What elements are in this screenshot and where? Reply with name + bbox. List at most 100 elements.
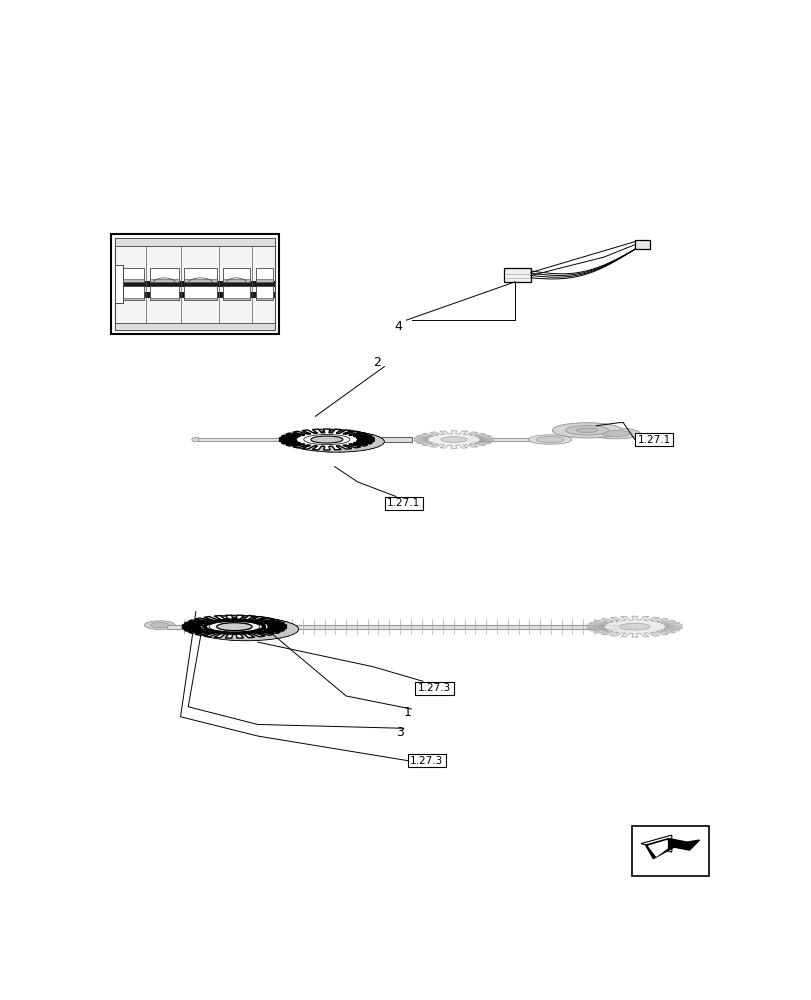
Polygon shape bbox=[351, 431, 366, 433]
Polygon shape bbox=[329, 450, 345, 452]
Bar bbox=[184, 298, 217, 300]
Polygon shape bbox=[280, 631, 294, 635]
Ellipse shape bbox=[217, 623, 251, 631]
Bar bbox=[184, 279, 217, 282]
Polygon shape bbox=[273, 633, 289, 637]
Polygon shape bbox=[254, 637, 272, 640]
Polygon shape bbox=[220, 615, 238, 618]
Polygon shape bbox=[231, 615, 249, 618]
Ellipse shape bbox=[311, 436, 342, 443]
Text: 4: 4 bbox=[394, 320, 402, 333]
Polygon shape bbox=[360, 432, 374, 435]
Ellipse shape bbox=[528, 435, 571, 444]
Polygon shape bbox=[273, 619, 289, 623]
Bar bbox=[122, 279, 144, 282]
Polygon shape bbox=[286, 626, 298, 630]
Ellipse shape bbox=[194, 618, 298, 641]
Polygon shape bbox=[231, 638, 249, 641]
Ellipse shape bbox=[551, 423, 621, 438]
Polygon shape bbox=[367, 444, 380, 447]
Bar bbox=[222, 298, 250, 300]
Ellipse shape bbox=[576, 428, 597, 433]
Bar bbox=[631, 826, 708, 876]
Polygon shape bbox=[341, 430, 356, 432]
Polygon shape bbox=[645, 839, 698, 859]
Bar bbox=[504, 268, 530, 282]
Polygon shape bbox=[360, 446, 374, 449]
Ellipse shape bbox=[564, 426, 608, 435]
Polygon shape bbox=[318, 429, 333, 431]
Polygon shape bbox=[220, 638, 238, 641]
Polygon shape bbox=[341, 449, 356, 452]
Bar bbox=[122, 286, 144, 300]
Bar bbox=[415, 682, 453, 695]
Polygon shape bbox=[351, 448, 366, 451]
Ellipse shape bbox=[289, 431, 384, 452]
Polygon shape bbox=[279, 429, 374, 450]
Bar bbox=[122, 298, 144, 300]
Polygon shape bbox=[414, 431, 493, 448]
Bar bbox=[122, 268, 144, 282]
Bar bbox=[255, 268, 272, 282]
Polygon shape bbox=[182, 615, 286, 638]
Bar bbox=[222, 268, 250, 282]
Bar bbox=[634, 240, 650, 249]
Polygon shape bbox=[285, 629, 298, 632]
Polygon shape bbox=[242, 615, 261, 618]
Bar bbox=[115, 323, 275, 330]
Bar bbox=[115, 238, 275, 246]
Text: 1.27.1: 1.27.1 bbox=[637, 435, 670, 445]
Text: 1.27.3: 1.27.3 bbox=[418, 683, 451, 693]
Bar bbox=[149, 298, 178, 300]
Ellipse shape bbox=[150, 623, 169, 628]
Text: 1: 1 bbox=[403, 706, 411, 719]
Polygon shape bbox=[357, 437, 411, 442]
Text: 2: 2 bbox=[372, 356, 380, 369]
Text: 1.27.1: 1.27.1 bbox=[387, 498, 420, 508]
Bar bbox=[115, 281, 275, 287]
Ellipse shape bbox=[535, 437, 564, 443]
Ellipse shape bbox=[619, 623, 650, 630]
Text: 3: 3 bbox=[396, 726, 403, 739]
Polygon shape bbox=[586, 616, 681, 637]
Bar bbox=[115, 238, 275, 330]
Bar bbox=[634, 433, 672, 446]
Bar bbox=[222, 279, 250, 282]
Ellipse shape bbox=[191, 437, 200, 442]
Bar bbox=[384, 497, 423, 510]
Bar bbox=[115, 292, 275, 298]
Polygon shape bbox=[372, 441, 383, 445]
Ellipse shape bbox=[440, 437, 466, 442]
Bar bbox=[222, 286, 250, 300]
Polygon shape bbox=[264, 617, 281, 621]
Bar bbox=[255, 298, 272, 300]
Text: 1.27.3: 1.27.3 bbox=[410, 756, 443, 766]
Ellipse shape bbox=[590, 428, 639, 439]
Bar bbox=[111, 234, 279, 334]
Polygon shape bbox=[242, 638, 261, 641]
Polygon shape bbox=[367, 434, 380, 437]
Bar bbox=[255, 279, 272, 282]
Bar bbox=[149, 279, 178, 282]
Bar bbox=[115, 265, 122, 303]
Bar bbox=[184, 268, 217, 282]
Bar bbox=[149, 268, 178, 282]
Polygon shape bbox=[329, 429, 345, 431]
Polygon shape bbox=[640, 835, 671, 852]
Polygon shape bbox=[167, 625, 636, 629]
Polygon shape bbox=[372, 436, 383, 440]
Polygon shape bbox=[648, 841, 667, 856]
Polygon shape bbox=[457, 438, 557, 441]
Polygon shape bbox=[254, 616, 272, 619]
Bar bbox=[407, 754, 445, 767]
Bar bbox=[255, 286, 272, 300]
Polygon shape bbox=[285, 623, 298, 627]
Ellipse shape bbox=[217, 623, 251, 631]
Polygon shape bbox=[318, 450, 333, 452]
Bar bbox=[149, 286, 178, 300]
Polygon shape bbox=[264, 635, 281, 639]
Polygon shape bbox=[280, 621, 294, 625]
Ellipse shape bbox=[144, 621, 175, 629]
Ellipse shape bbox=[601, 430, 629, 436]
Polygon shape bbox=[374, 439, 384, 442]
